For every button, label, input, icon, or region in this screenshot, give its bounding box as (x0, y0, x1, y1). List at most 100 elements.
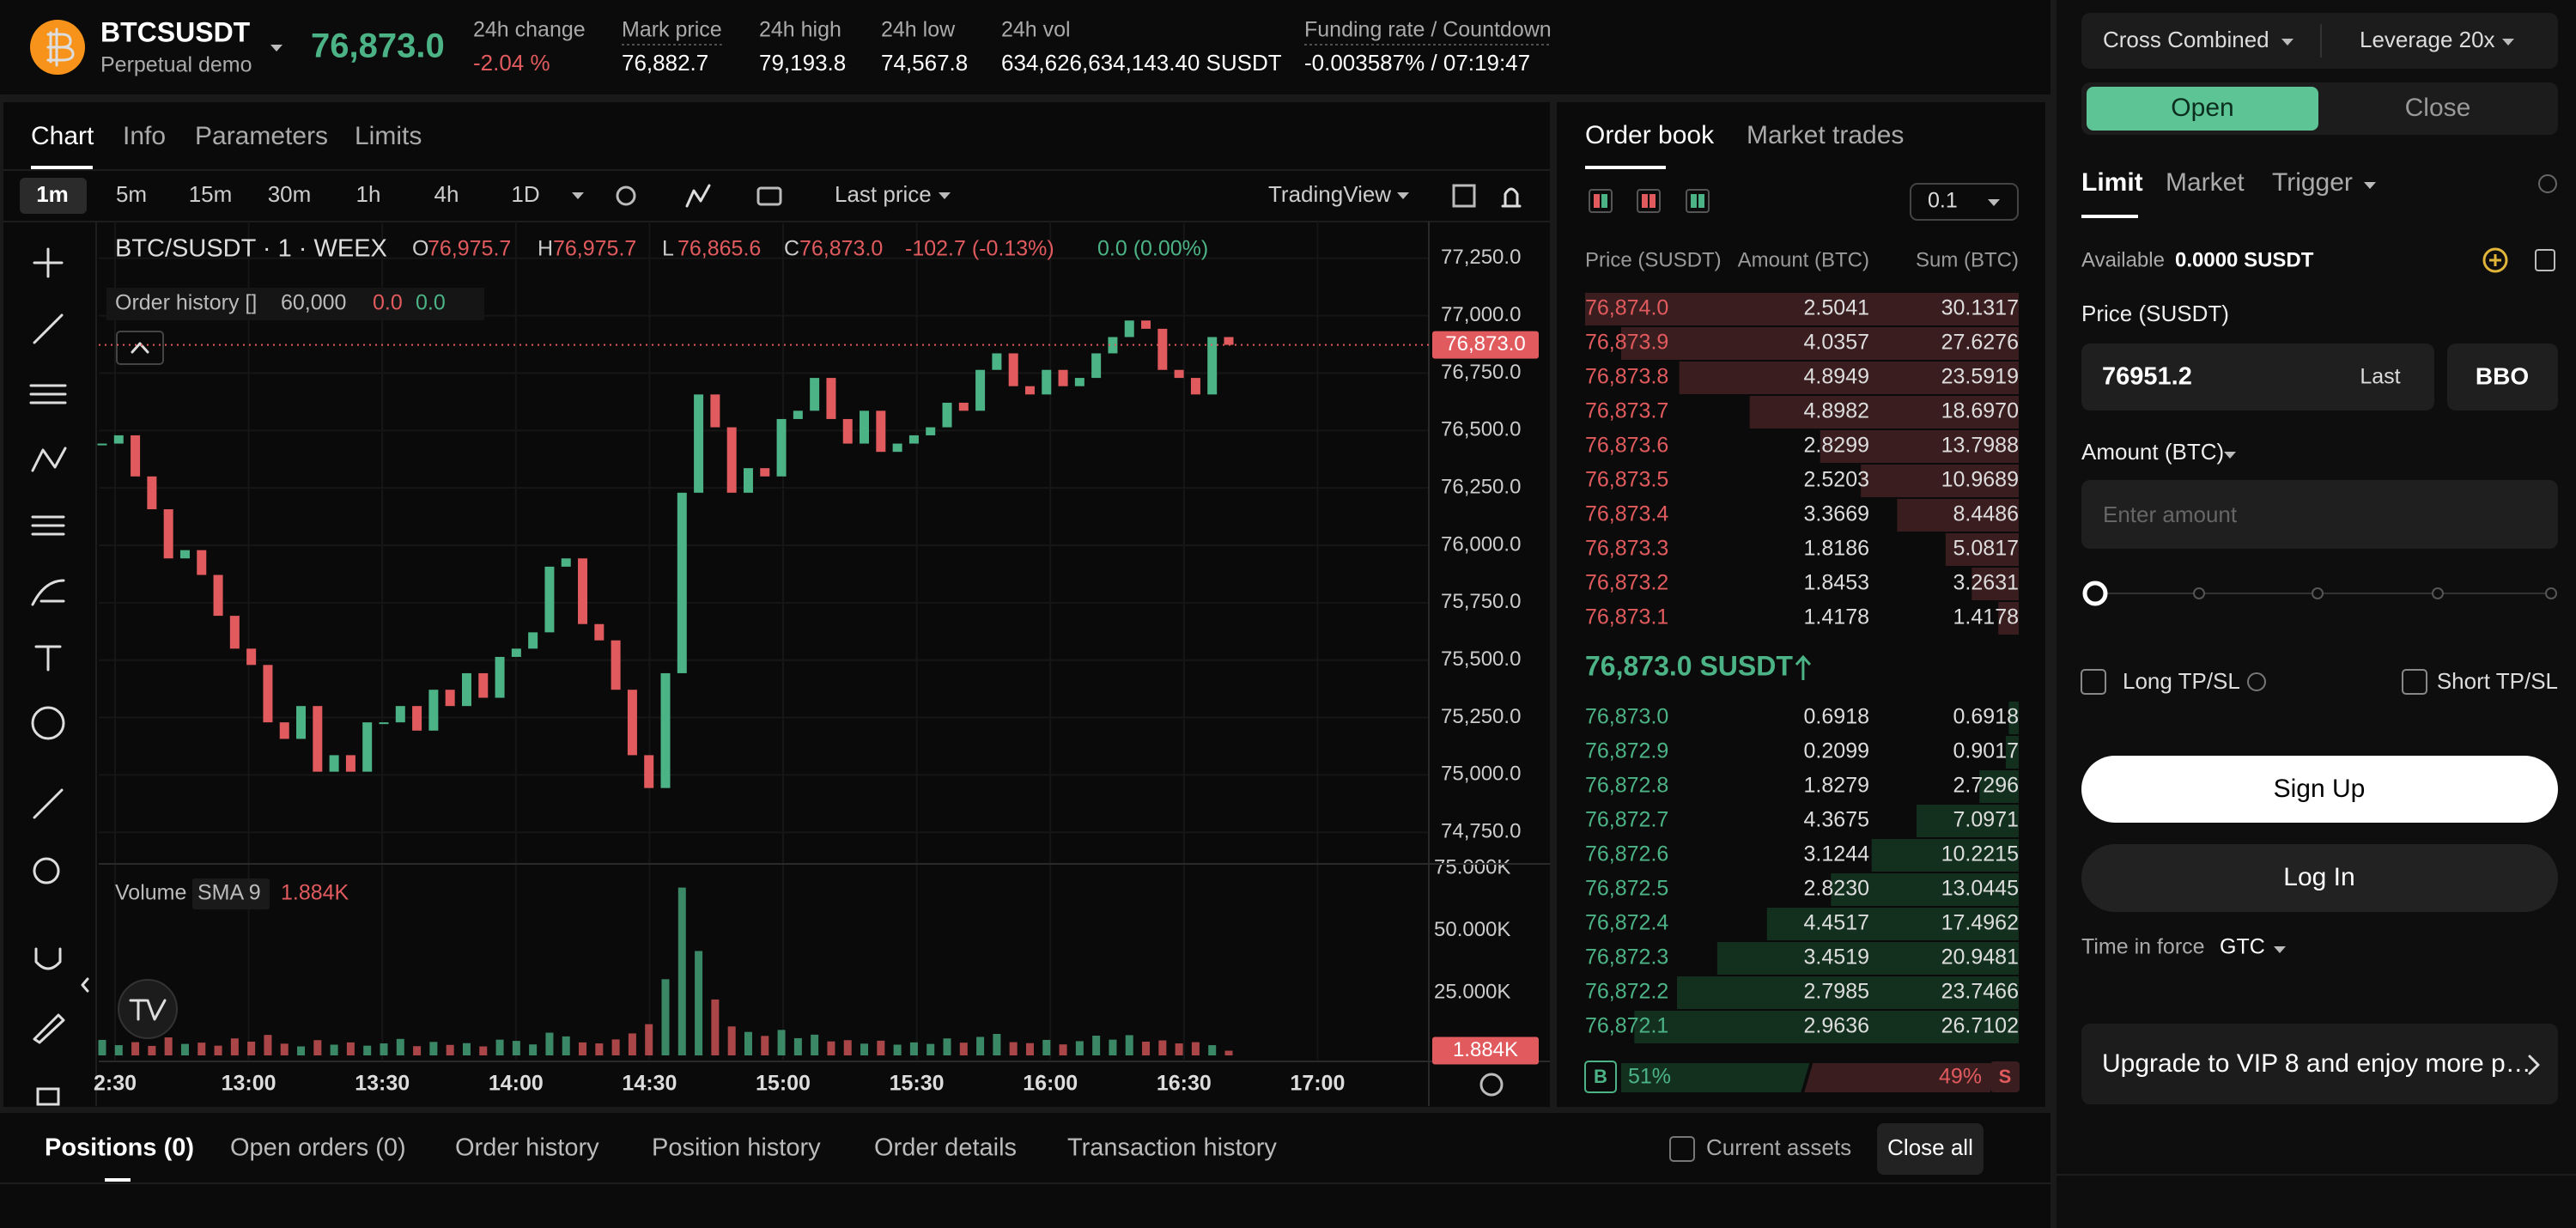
indicator-icon (685, 184, 711, 208)
log-in[interactable]: Log In (2283, 863, 2354, 891)
bottom-tab[interactable]: Transaction history (1067, 1134, 1277, 1162)
candle (1207, 337, 1218, 395)
log-in-button[interactable] (2081, 844, 2558, 912)
price-input[interactable] (2081, 343, 2434, 410)
checkbox[interactable] (2402, 669, 2427, 695)
candle (992, 353, 1002, 370)
order-tab[interactable]: Trigger (2272, 168, 2353, 197)
interval[interactable]: 1D (511, 181, 539, 207)
bbo[interactable]: BBO (2476, 362, 2529, 389)
layout-icon (1649, 194, 1656, 208)
ohlc-value: 76,975.7 (553, 237, 636, 261)
candle (179, 550, 190, 559)
interval[interactable]: 30m (268, 181, 312, 207)
book-price: 76,873.4 (1585, 502, 1668, 526)
stat-value: -0.003587% / 07:19:47 (1304, 50, 1530, 76)
candle (1124, 320, 1134, 337)
bottom-tab[interactable]: Order details (874, 1134, 1017, 1162)
x-tick-label: 14:30 (622, 1072, 677, 1096)
tool-icon (34, 645, 62, 672)
interval[interactable]: 4h (434, 181, 459, 207)
x-tick-label: 13:30 (355, 1072, 410, 1096)
candle (97, 443, 107, 446)
order-tab[interactable]: Market (2166, 168, 2245, 197)
candle (1042, 369, 1052, 395)
book-amount: 3.3669 (1804, 502, 1869, 526)
buy-ratio: 51% (1628, 1065, 1671, 1089)
book-price: 76,873.6 (1585, 434, 1668, 458)
candle (793, 410, 803, 419)
close-all-button[interactable] (1877, 1123, 1984, 1175)
bottom-tab[interactable]: Open orders (0) (230, 1134, 406, 1162)
depth-bar (1766, 908, 2019, 940)
interval[interactable]: 1m (36, 181, 69, 207)
candle (892, 443, 902, 453)
provider[interactable]: TradingView (1268, 181, 1391, 207)
volume-bar (1042, 1039, 1051, 1055)
layout-icon (1589, 189, 1613, 213)
y-tick-label: 76,500.0 (1441, 418, 1521, 441)
volume-bar (1025, 1043, 1034, 1055)
candle (578, 558, 588, 624)
leverage[interactable]: Leverage 20x (2360, 27, 2495, 52)
buy-badge (1584, 1061, 1617, 1093)
volume-bar (280, 1043, 289, 1055)
close-all[interactable]: Close all (1887, 1134, 1973, 1160)
book-sum: 18.6970 (1941, 399, 2019, 423)
candle (810, 378, 820, 411)
interval[interactable]: 1h (356, 181, 381, 207)
slider-thumb[interactable] (2082, 581, 2108, 606)
book-price: 76,873.0 (1585, 705, 1668, 729)
volume-sma: SMA 9 (197, 881, 261, 905)
chart-panel (3, 102, 1550, 1107)
volume-bar (330, 1044, 338, 1055)
candle (760, 468, 770, 477)
amount-input[interactable] (2081, 480, 2558, 549)
bottom-tab[interactable]: Order history (455, 1134, 599, 1162)
chart-tab[interactable]: Info (123, 122, 166, 150)
book-amount: 3.4519 (1804, 945, 1869, 970)
volume-bar (1092, 1036, 1101, 1055)
promo-banner[interactable] (2081, 1024, 2558, 1104)
book-amount: 1.4178 (1804, 605, 1869, 629)
tif[interactable]: GTC (2220, 935, 2265, 959)
step[interactable]: 0.1 (1928, 189, 1958, 213)
book-tab[interactable]: Market trades (1747, 121, 1904, 149)
book-sum: 23.5919 (1941, 365, 2019, 389)
margin-mode[interactable]: Cross Combined (2103, 27, 2269, 52)
toggle-open[interactable]: Open (2171, 94, 2233, 122)
x-tick-label: 14:00 (489, 1072, 544, 1096)
volume-bar (579, 1042, 587, 1055)
chart-tab[interactable]: Parameters (195, 122, 328, 150)
volume-bar (1009, 1042, 1018, 1055)
volume-tick-label: 50.000K (1434, 918, 1510, 941)
bottom-tab[interactable]: Position history (652, 1134, 821, 1162)
chart-tab[interactable]: Limits (355, 122, 422, 150)
volume-bar (877, 1040, 885, 1055)
sign-up[interactable]: Sign Up (2274, 775, 2366, 803)
volume-bar (114, 1045, 123, 1055)
toggle-close[interactable]: Close (2405, 94, 2471, 122)
candle (726, 427, 737, 493)
price-type[interactable]: Last price (835, 181, 932, 207)
book-sum: 7.0971 (1953, 808, 2019, 832)
candle (776, 418, 787, 477)
candle (594, 623, 605, 641)
last-button[interactable]: Last (2360, 365, 2400, 389)
interval[interactable]: 15m (189, 181, 233, 207)
bottom-tab[interactable]: Positions (0) (45, 1134, 194, 1162)
checkbox[interactable] (2081, 669, 2106, 695)
order-tab[interactable]: Limit (2081, 168, 2143, 197)
checkbox[interactable] (1669, 1136, 1695, 1162)
promo[interactable]: Upgrade to VIP 8 and enjoy more p… (2102, 1049, 2531, 1078)
sign-up-button[interactable] (2081, 756, 2558, 823)
chart-tab[interactable]: Chart (31, 122, 94, 150)
candle (1141, 320, 1151, 329)
depth-bar (1677, 976, 2019, 1009)
book-amount: 1.8186 (1804, 537, 1869, 561)
bbo-button[interactable] (2447, 343, 2558, 410)
stat-value: 79,193.8 (759, 50, 846, 76)
candle (1008, 353, 1018, 386)
interval[interactable]: 5m (116, 181, 147, 207)
book-tab[interactable]: Order book (1585, 121, 1715, 149)
